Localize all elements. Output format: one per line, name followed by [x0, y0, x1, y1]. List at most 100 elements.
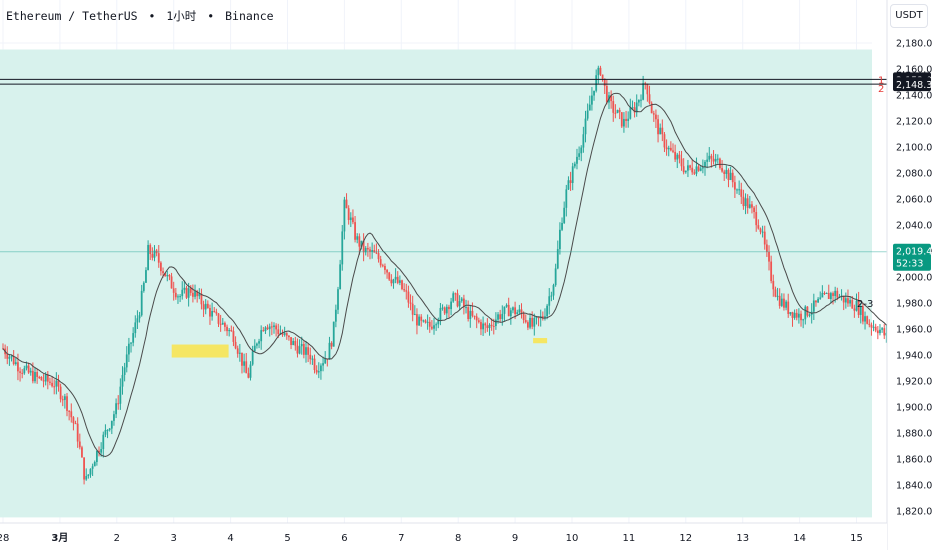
candle-body: [827, 292, 830, 299]
candle-body: [676, 154, 679, 160]
candle-body: [42, 380, 45, 382]
candle-body: [211, 311, 214, 317]
candle-body: [655, 114, 657, 120]
candle-body: [682, 166, 685, 173]
candle-body: [183, 287, 186, 290]
candle-body: [637, 99, 640, 103]
candle-body: [580, 147, 583, 154]
candle-body: [194, 291, 196, 297]
candle-body: [366, 248, 369, 250]
candle-body: [548, 296, 551, 306]
candle-body: [488, 324, 491, 329]
price-tick-label: 2,080.00: [896, 168, 932, 179]
interval-label[interactable]: 1小时: [166, 9, 197, 23]
candle-body: [635, 102, 638, 113]
candle-body: [785, 301, 787, 308]
candle-body: [642, 83, 645, 100]
candle-body: [83, 457, 85, 480]
candle-body: [292, 340, 295, 345]
candle-body: [516, 312, 519, 315]
time-tick-label: 28: [0, 533, 9, 544]
candle-body: [213, 311, 216, 313]
candle-body: [426, 321, 429, 323]
separator: •: [207, 9, 215, 23]
time-tick-label: 7: [398, 533, 404, 544]
candle-body: [422, 320, 425, 322]
time-tick-label: 8: [455, 533, 461, 544]
candle-body: [159, 262, 162, 272]
candle-body: [76, 423, 79, 442]
candle-body: [665, 147, 668, 150]
highlight-zones: [171, 338, 548, 358]
candle-body: [770, 261, 773, 281]
candle-body: [249, 364, 252, 378]
candle-body: [403, 289, 406, 291]
candle-body: [313, 358, 316, 370]
candle-body: [505, 304, 508, 307]
candle-body: [859, 306, 862, 315]
candle-body: [445, 306, 448, 314]
exchange-name: Binance: [225, 9, 274, 23]
candle-body: [277, 329, 280, 335]
candle-body: [264, 327, 267, 332]
candle-body: [100, 449, 103, 453]
candle-body: [61, 399, 64, 401]
candle-body: [121, 374, 124, 387]
candle-body: [876, 330, 879, 334]
candle-body: [136, 318, 139, 323]
candle-body: [413, 314, 416, 316]
candle-body: [91, 466, 94, 469]
candle-body: [633, 107, 636, 113]
candle-body: [345, 199, 348, 209]
candle-body: [584, 118, 587, 135]
candle-body: [721, 168, 723, 172]
candle-body: [797, 313, 800, 318]
candle-body: [595, 75, 598, 91]
candle-body: [847, 298, 849, 304]
candle-body: [597, 67, 600, 76]
candle-body: [629, 107, 632, 119]
candle-body: [288, 335, 290, 338]
candle-body: [736, 189, 738, 191]
candle-body: [866, 316, 869, 324]
price-tick-label: 1,960.00: [896, 324, 932, 335]
candle-body: [477, 320, 480, 323]
candle-body: [529, 317, 531, 328]
candle-body: [473, 315, 476, 317]
candle-body: [674, 151, 677, 160]
candle-body: [812, 300, 815, 312]
candle-body: [21, 372, 24, 374]
candle-body: [439, 308, 442, 321]
candle-body: [290, 337, 292, 345]
candle-body: [428, 321, 431, 327]
candle-body: [586, 110, 589, 119]
candle-body: [603, 78, 606, 86]
candle-body: [689, 165, 691, 168]
candle-body: [63, 396, 66, 400]
candle-body: [550, 295, 553, 297]
candle-body: [567, 180, 570, 190]
candle-body: [162, 271, 164, 274]
candle-body: [618, 109, 621, 113]
candle-body: [309, 354, 312, 360]
candle-body: [386, 269, 388, 273]
candle-body: [815, 300, 817, 303]
candle-body: [283, 333, 286, 335]
candle-body: [435, 324, 438, 326]
candle-body: [588, 104, 591, 111]
candle-body: [149, 244, 152, 255]
candle-body: [305, 347, 307, 355]
currency-button[interactable]: USDT: [890, 4, 928, 28]
highlight-zone: [533, 338, 548, 344]
candle-body: [106, 429, 109, 431]
price-tick-label: 2,060.00: [896, 194, 932, 205]
candle-body: [164, 273, 167, 277]
symbol-name[interactable]: Ethereum / TetherUS: [6, 9, 138, 23]
candle-body: [465, 307, 467, 309]
candle-body: [202, 304, 205, 310]
candle-body: [347, 208, 350, 221]
candle-body: [448, 306, 450, 310]
candle-body: [234, 341, 237, 349]
candle-body: [881, 328, 884, 330]
